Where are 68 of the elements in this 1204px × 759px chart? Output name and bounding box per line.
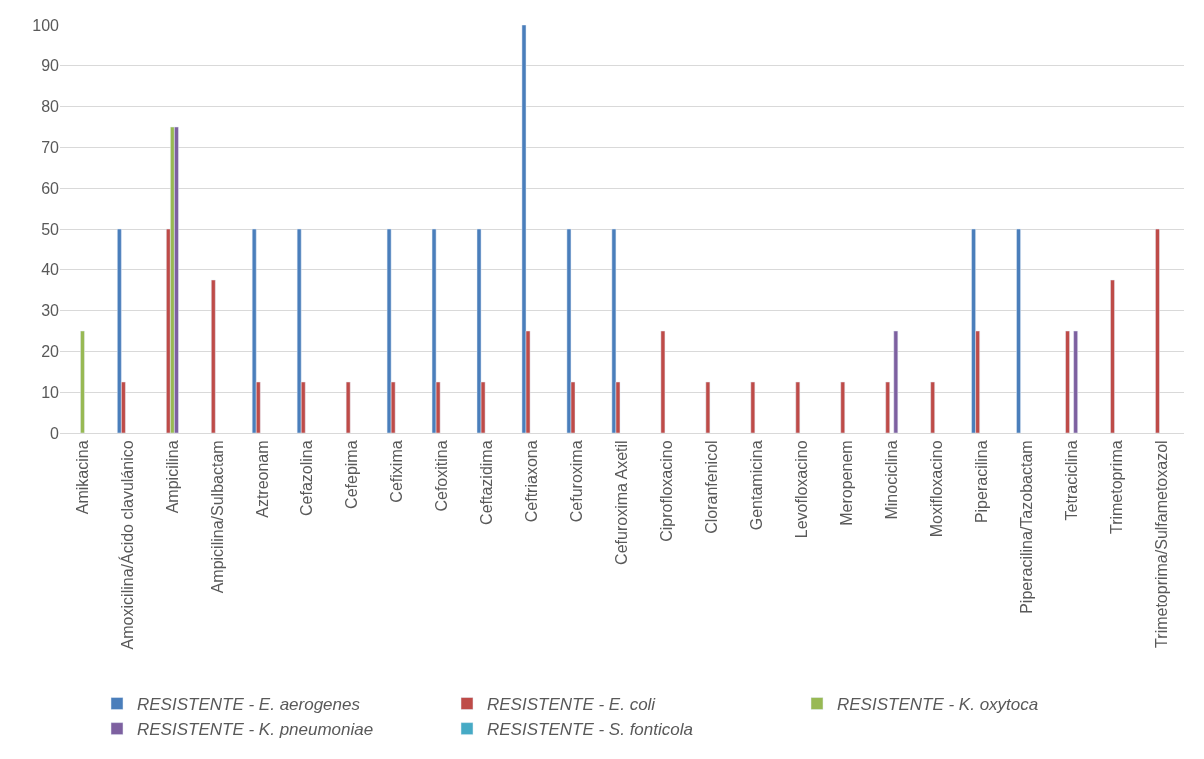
- bar: [750, 381, 756, 433]
- bar: [660, 330, 666, 433]
- bar: [971, 228, 976, 433]
- y-tick-label: 40: [41, 261, 60, 279]
- x-tick-label: Cefuroxima Axetil: [613, 440, 631, 565]
- y-tick-label: 10: [41, 383, 60, 401]
- legend-label: RESISTENTE - E. aerogenes: [137, 695, 361, 715]
- bar: [521, 25, 527, 433]
- x-tick-label: Cloranfenicol: [703, 440, 721, 534]
- bar: [431, 228, 437, 433]
- bar: [840, 381, 846, 433]
- bar: [1073, 330, 1078, 433]
- legend-label: RESISTENTE - E. coli: [487, 695, 657, 715]
- x-tick-label: Ciprofloxacino: [658, 440, 676, 542]
- bar: [386, 228, 392, 433]
- y-tick-label: 100: [32, 16, 60, 34]
- legend-label: RESISTENTE - S. fonticola: [487, 720, 693, 740]
- y-tick-label: 50: [41, 220, 60, 238]
- bar: [885, 381, 890, 433]
- y-tick-label: 20: [41, 343, 60, 360]
- bar: [1110, 279, 1115, 433]
- x-tick-label: Meropenem: [838, 440, 855, 526]
- x-tick-label: Levofloxacino: [793, 440, 811, 539]
- bar: [345, 381, 351, 433]
- bar: [611, 228, 617, 433]
- x-tick-label: Ampicilina: [163, 440, 181, 514]
- bar: [893, 330, 899, 433]
- bar: [296, 228, 302, 433]
- bar: [930, 381, 935, 433]
- bar: [174, 126, 179, 433]
- y-tick-label: 0: [50, 424, 60, 442]
- x-tick-label: Amoxicilina/Ácido clavulánico: [117, 440, 136, 650]
- x-tick-label: Minociclina: [882, 440, 900, 520]
- legend-label: RESISTENTE - K. pneumoniae: [137, 720, 374, 740]
- bar: [705, 381, 711, 433]
- bar: [795, 381, 801, 433]
- x-tick-label: Amikacina: [73, 440, 91, 515]
- x-tick-label: Trimetoprima/Sulfametoxazol: [1152, 440, 1170, 648]
- x-tick-label: Piperacilina/Tazobactam: [1017, 440, 1035, 614]
- y-tick-label: 30: [41, 302, 60, 320]
- bar: [80, 330, 85, 433]
- x-tick-label: Cefepima: [343, 440, 361, 509]
- legend-label: RESISTENTE - K. oxytoca: [837, 695, 1039, 715]
- x-tick-label: Cefuroxima: [568, 440, 586, 523]
- x-tick-label: Piperacilina: [972, 440, 990, 524]
- x-tick-label: Gentamicina: [748, 440, 766, 531]
- bar: [476, 228, 482, 433]
- bar: [1016, 228, 1021, 433]
- x-tick-label: Cefixima: [388, 440, 406, 503]
- bar: [251, 228, 257, 433]
- bar: [211, 279, 216, 433]
- y-tick-label: 80: [41, 98, 60, 116]
- y-tick-label: 90: [41, 57, 60, 75]
- bar: [117, 228, 122, 433]
- x-tick-label: Cefazolina: [298, 440, 316, 517]
- bar: [1065, 330, 1070, 433]
- bar: [566, 228, 572, 433]
- y-tick-label: 60: [41, 179, 60, 197]
- y-tick-label: 70: [41, 139, 60, 156]
- x-tick-label: Cefoxitina: [433, 440, 451, 512]
- bar: [1155, 228, 1160, 433]
- x-tick-label: Moxifloxacino: [927, 440, 945, 538]
- x-tick-label: Ceftazidima: [478, 440, 496, 525]
- x-tick-label: Aztreonam: [253, 440, 271, 518]
- x-tick-label: Ampicilina/Sulbactam: [208, 440, 226, 594]
- x-tick-label: Ceftriaxona: [523, 440, 541, 523]
- x-tick-label: Trimetoprima: [1107, 440, 1125, 535]
- x-tick-label: Tetraciclina: [1062, 440, 1080, 521]
